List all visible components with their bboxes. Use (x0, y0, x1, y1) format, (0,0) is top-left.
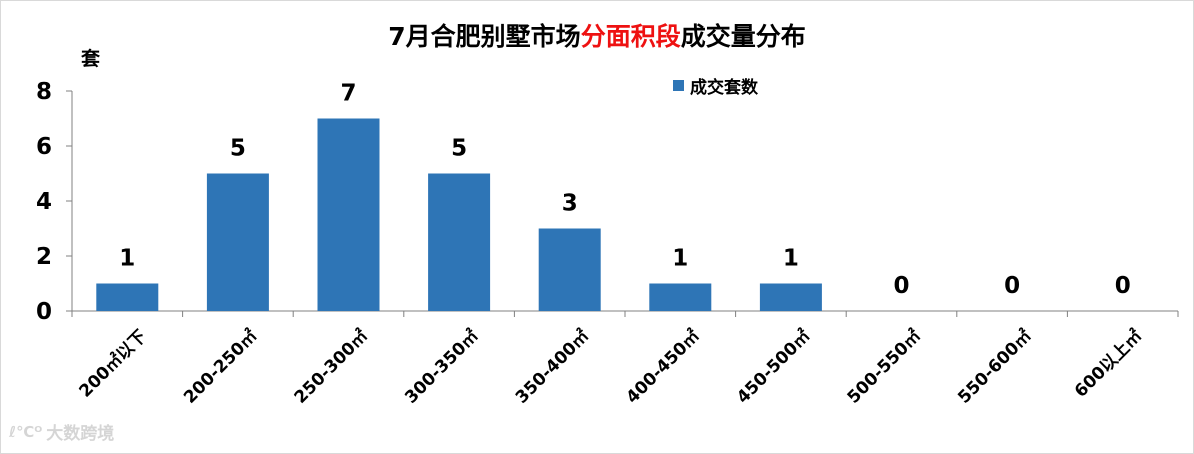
bar-data-label: 3 (562, 191, 578, 217)
title-suffix: 成交量分布 (680, 22, 806, 51)
title-highlight: 分面积段 (580, 22, 681, 51)
legend-label: 成交套数 (690, 78, 758, 98)
bar-data-label: 5 (230, 136, 246, 162)
bar-data-label: 1 (119, 246, 135, 272)
x-category-label: 550-600㎡ (954, 326, 1036, 408)
x-category-label: 200㎡以下 (75, 326, 151, 402)
bar-data-label: 1 (672, 246, 688, 272)
bar-data-label: 0 (1115, 273, 1131, 299)
bar (649, 283, 712, 311)
watermark: ℓ℃ᴼ 大数跨境 (9, 419, 115, 445)
watermark-logo-icon: ℓ℃ᴼ (9, 422, 43, 441)
y-tick-label: 4 (36, 189, 52, 215)
bar-data-label: 5 (451, 136, 467, 162)
title-prefix: 7月合肥别墅市场 (388, 22, 581, 51)
bar (538, 228, 601, 311)
chart-title: 7月合肥别墅市场分面积段成交量分布 (1, 17, 1193, 53)
legend-swatch (673, 80, 684, 91)
bar-data-label: 1 (783, 246, 799, 272)
y-tick-label: 6 (36, 134, 52, 160)
y-tick-label: 2 (36, 244, 52, 270)
bar-data-label: 0 (893, 273, 909, 299)
legend: 成交套数 (673, 73, 758, 98)
bar (759, 283, 822, 311)
x-category-label: 400-450㎡ (622, 326, 704, 408)
bar (428, 173, 491, 311)
x-category-label: 300-350㎡ (401, 326, 483, 408)
x-category-label: 500-550㎡ (843, 326, 925, 408)
watermark-text: 大数跨境 (46, 424, 115, 444)
x-category-label: 350-400㎡ (511, 326, 593, 408)
x-category-label: 250-300㎡ (290, 326, 372, 408)
x-category-label: 600以上㎡ (1070, 326, 1146, 402)
y-tick-label: 0 (36, 299, 52, 325)
bar-data-label: 0 (1004, 273, 1020, 299)
bar (317, 118, 380, 311)
bar (206, 173, 269, 311)
y-axis-unit-label: 套 (81, 48, 101, 70)
bar (96, 283, 159, 311)
x-category-label: 450-500㎡ (732, 326, 814, 408)
bar-data-label: 7 (340, 81, 356, 107)
x-category-label: 200-250㎡ (179, 326, 261, 408)
y-tick-label: 8 (36, 79, 52, 105)
